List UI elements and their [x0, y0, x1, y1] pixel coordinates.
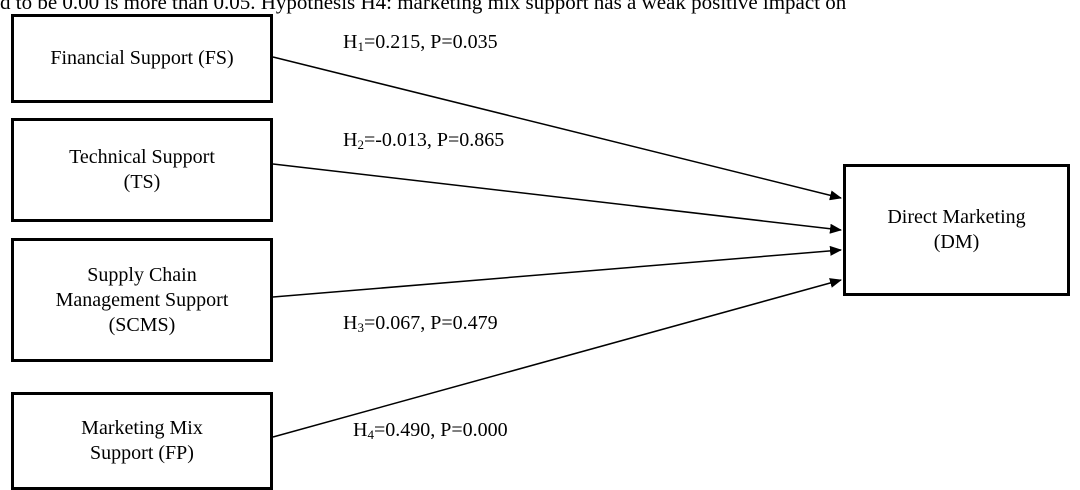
arrow-fs-to-dm	[272, 56, 842, 201]
technical-support-box: Technical Support (TS)	[11, 118, 273, 222]
hypothesis-2-label: H2=-0.013, P=0.865	[343, 129, 505, 152]
hypothesis-4-label: H4=0.490, P=0.000	[353, 419, 508, 442]
arrow-ts-to-dm	[272, 163, 842, 234]
marketing-mix-support-box: Marketing Mix Support (FP)	[11, 392, 273, 490]
supply-chain-management-support-box: Supply Chain Management Support (SCMS)	[11, 238, 273, 362]
arrow-mm-to-dm	[272, 278, 842, 438]
hypothesis-1-label: H1=0.215, P=0.035	[343, 31, 498, 54]
financial-support-box: Financial Support (FS)	[11, 14, 273, 103]
body-text-fragment: d to be 0.00 is more than 0.05. Hypothes…	[0, 0, 847, 14]
path-arrows	[272, 56, 842, 438]
arrow-scms-to-dm	[272, 245, 842, 298]
direct-marketing-box: Direct Marketing (DM)	[843, 164, 1070, 296]
hypothesis-3-label: H3=0.067, P=0.479	[343, 312, 498, 335]
